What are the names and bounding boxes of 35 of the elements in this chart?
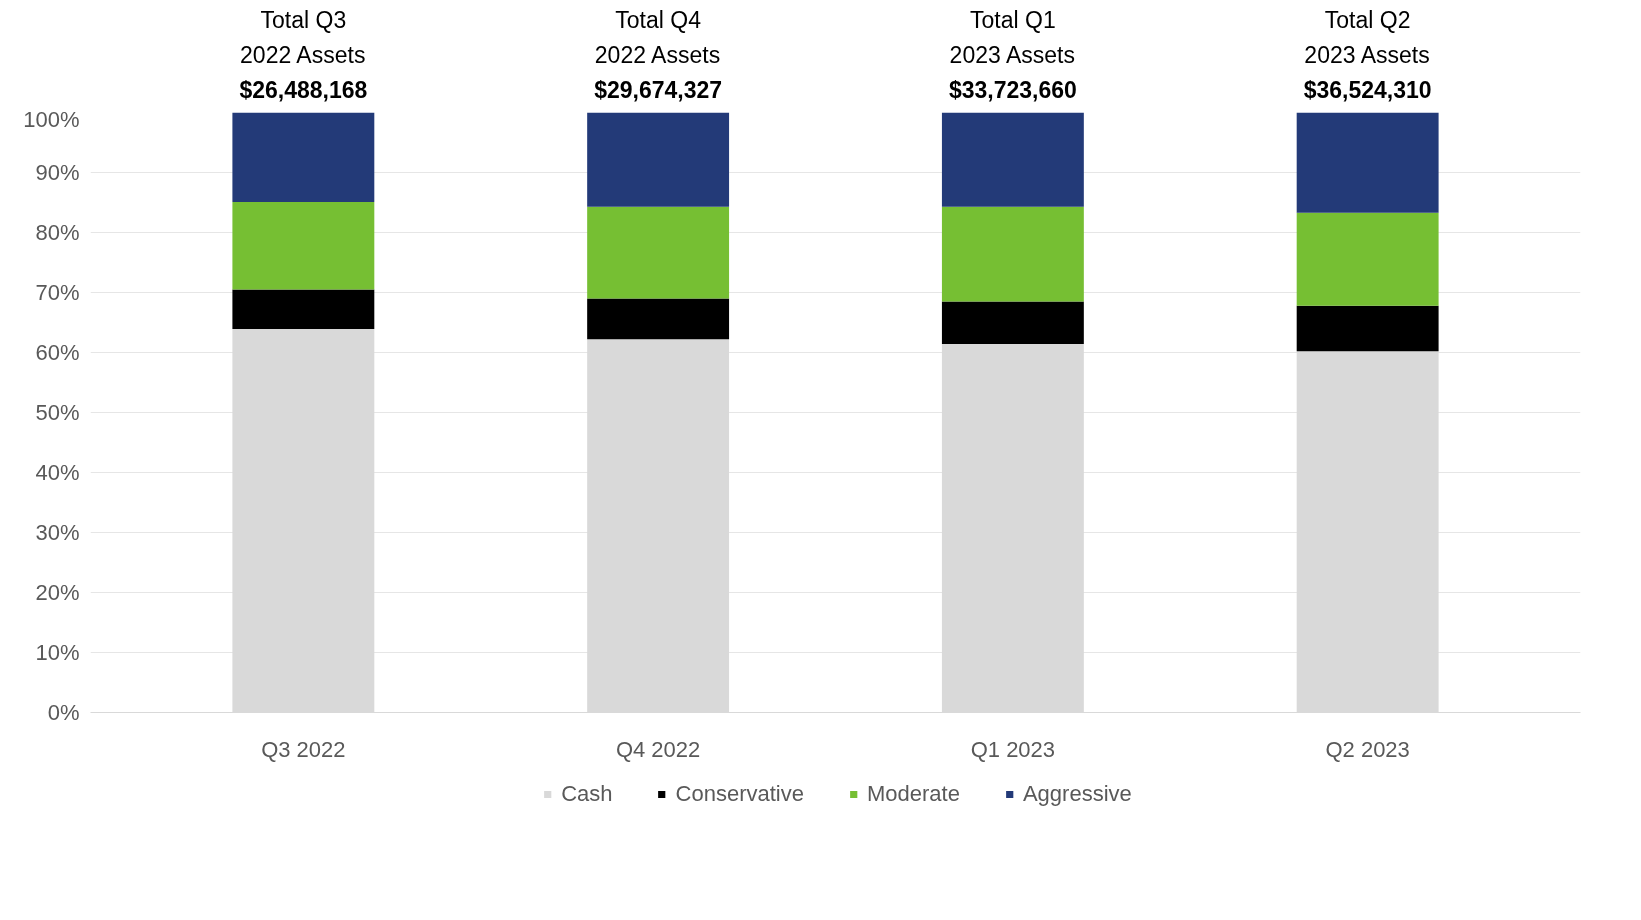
bar — [1296, 112, 1439, 213]
y-tick-label: 100% — [23, 106, 80, 132]
annotation: Total Q1 2023 Assets $33,723,660 — [948, 6, 1077, 103]
y-tick-label: 60% — [35, 340, 80, 365]
y-tick-label: 70% — [35, 280, 80, 305]
y-tick-label: 20% — [35, 580, 80, 605]
annotation: Total Q2 2023 Assets $36,524,310 — [1303, 6, 1432, 103]
x-tick-label: Q4 2022 — [615, 736, 701, 762]
x-tick-label: Q3 2022 — [261, 736, 346, 762]
y-tick-label: 50% — [35, 400, 80, 425]
y-tick-label: 10% — [35, 640, 80, 665]
bar — [232, 112, 375, 202]
y-tick-label: 0% — [47, 700, 80, 725]
bar — [587, 206, 730, 299]
y-tick-label: 90% — [35, 160, 80, 185]
annotation: Total Q4 2022 Assets $29,674,327 — [594, 6, 723, 103]
bar — [587, 112, 730, 207]
legend-label: Conservative — [675, 781, 804, 807]
bar — [1296, 212, 1439, 306]
y-tick-label: 30% — [35, 520, 80, 545]
annotation: Total Q3 2022 Assets $26,488,168 — [239, 6, 368, 103]
bar — [941, 112, 1084, 207]
bar — [232, 201, 375, 290]
x-tick-label: Q2 2023 — [1325, 736, 1410, 762]
legend-label: Cash — [561, 781, 613, 807]
bar — [941, 206, 1084, 302]
y-tick-label: 40% — [35, 460, 80, 485]
bar — [941, 301, 1084, 345]
legend-label: Aggressive — [1022, 781, 1132, 807]
bar — [232, 289, 375, 330]
y-tick-label: 80% — [35, 220, 80, 245]
bar — [587, 298, 730, 340]
x-tick-label: Q1 2023 — [970, 736, 1056, 762]
legend-label: Moderate — [866, 781, 960, 807]
bar — [1296, 305, 1439, 352]
